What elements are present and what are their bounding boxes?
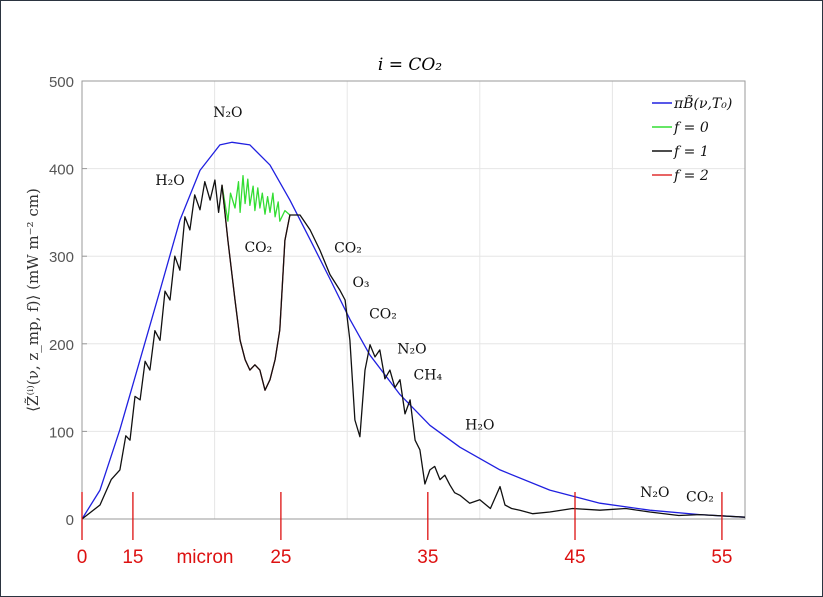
gas-annotation: CO₂ — [369, 306, 397, 322]
legend-label: f = 2 — [673, 168, 709, 184]
gas-annotation: N₂O — [640, 485, 669, 501]
y-axis-ticks: 0 100 200 300 400 500 — [49, 74, 87, 529]
gas-annotation: O₃ — [352, 275, 369, 291]
micron-marker-label: 0 — [77, 547, 88, 568]
gas-annotation: CO₂ — [244, 240, 272, 256]
micron-marker-label: 15 — [122, 547, 143, 568]
legend-label: πB̃(ν,T₀) — [673, 94, 732, 112]
micron-marker-label: 35 — [417, 547, 438, 568]
plot-area — [81, 80, 746, 520]
y-tick-label: 300 — [49, 249, 74, 266]
gas-annotation: N₂O — [213, 105, 242, 121]
micron-marker-label: 25 — [270, 547, 291, 568]
gridlines — [82, 81, 745, 519]
gas-annotation: N₂O — [397, 341, 426, 357]
gas-annotation: CH₄ — [414, 368, 443, 384]
legend-label: f = 1 — [673, 144, 709, 160]
gas-annotation: CO₂ — [334, 241, 362, 257]
gas-annotation: CO₂ — [686, 489, 714, 505]
micron-marker-label: 55 — [711, 547, 732, 568]
gas-annotation: H₂O — [155, 173, 184, 189]
y-tick-label: 400 — [49, 162, 74, 179]
y-tick-label: 0 — [66, 512, 74, 529]
y-tick-label: 100 — [49, 424, 74, 441]
chart-title: i = CO₂ — [378, 55, 442, 75]
series-line-3 — [81, 179, 746, 520]
legend-label: f = 0 — [673, 120, 709, 136]
micron-marker-label: 45 — [564, 547, 585, 568]
y-tick-label: 500 — [49, 74, 74, 91]
y-axis-label: ⟨Z̃⁽ⁱ⁾(ν, z_mp, f)⟩ (mW m⁻² cm) — [24, 188, 42, 412]
series-lines — [81, 141, 746, 520]
micron-unit-label: micron — [176, 547, 233, 568]
micron-markers: 0 15 25 35 45 55 micron — [77, 492, 732, 568]
legend: πB̃(ν,T₀) f = 0 f = 1 f = 2 — [652, 94, 732, 184]
y-tick-label: 200 — [49, 337, 74, 354]
series-line-0 — [81, 141, 746, 520]
gas-annotation: H₂O — [465, 418, 494, 434]
series-line-1 — [221, 174, 291, 222]
